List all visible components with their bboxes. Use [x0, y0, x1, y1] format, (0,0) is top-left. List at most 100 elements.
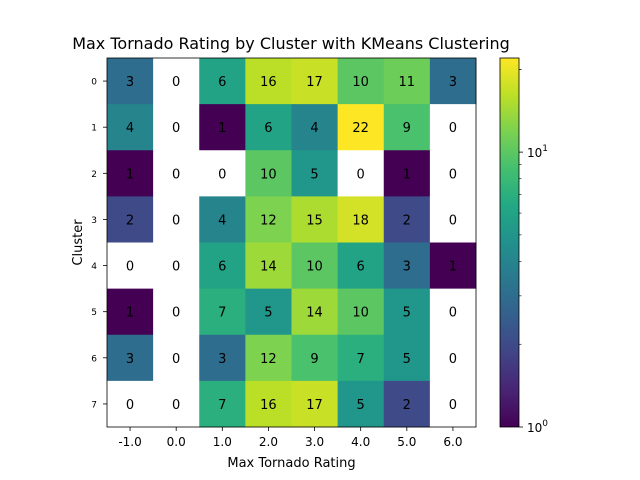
cell-value-label: 0 [172, 306, 180, 321]
y-tick-label: 7 [91, 400, 97, 410]
heatmap-cell [107, 288, 154, 336]
cell-value-label: 1 [126, 167, 134, 182]
y-axis-label: Cluster [71, 219, 86, 266]
heatmap-cell [383, 334, 431, 382]
y-tick-label: 3 [91, 216, 97, 226]
x-tick-label: 3.0 [305, 435, 324, 449]
heatmap-cell [383, 196, 431, 243]
cell-value-label: 3 [449, 75, 457, 90]
heatmap-cell [107, 196, 154, 243]
cell-value-label: 10 [352, 75, 369, 90]
heatmap-cell [153, 58, 200, 105]
heatmap-cell [245, 380, 292, 428]
cell-value-label: 14 [260, 260, 277, 275]
heatmap-cell [383, 288, 431, 336]
heatmap-cell [337, 150, 385, 197]
x-tick-label: 0.0 [167, 435, 186, 449]
heatmap-cell [291, 58, 339, 105]
heatmap-cell [337, 334, 385, 382]
chart-title: Max Tornado Rating by Cluster with KMean… [72, 34, 510, 53]
cell-value-label: 12 [260, 213, 277, 228]
cell-value-label: 10 [260, 167, 277, 182]
colorbar-ticks: 100 101 [519, 69, 548, 435]
cell-value-label: 2 [126, 213, 134, 228]
heatmap-cell [245, 334, 292, 382]
cell-value-label: 15 [306, 213, 323, 228]
cell-value-label: 3 [126, 75, 134, 90]
cell-value-label: 18 [352, 213, 369, 228]
heatmap-cell [337, 196, 385, 243]
cell-value-label: 9 [403, 121, 411, 136]
heatmap-cell [429, 334, 477, 382]
cell-value-label: 17 [306, 75, 323, 90]
x-axis-label: Max Tornado Rating [227, 456, 355, 471]
heatmap-cell [245, 150, 292, 197]
cell-value-label: 2 [403, 213, 411, 228]
heatmap-cell [337, 58, 385, 105]
cell-value-label: 3 [218, 352, 226, 367]
heatmap-cell [337, 242, 385, 290]
heatmap-cell [383, 104, 431, 151]
cell-value-label: 2 [403, 398, 411, 413]
cell-value-label: 5 [357, 398, 365, 413]
heatmap-cell [245, 288, 292, 336]
heatmap-cell [291, 288, 339, 336]
cell-value-label: 5 [264, 306, 272, 321]
cell-value-label: 4 [218, 213, 226, 228]
heatmap-cell [107, 380, 154, 428]
heatmap-cell [337, 288, 385, 336]
heatmap-cell [337, 104, 385, 151]
cell-value-label: 4 [310, 121, 318, 136]
heatmap-cell [245, 196, 292, 243]
heatmap-cell [153, 242, 200, 290]
heatmap-cell [153, 334, 200, 382]
y-tick-label: 6 [91, 354, 97, 364]
heatmap-cell [107, 242, 154, 290]
cell-value-label: 1 [449, 260, 457, 275]
heatmap-cell [199, 288, 246, 336]
heatmap-cell [199, 58, 246, 105]
cell-value-label: 0 [449, 352, 457, 367]
y-tick-label: 5 [91, 308, 97, 318]
y-tick-label: 1 [91, 124, 97, 134]
plot-frame [106, 57, 477, 428]
heatmap-cell [429, 58, 477, 105]
y-axis-ticks: 0 1 2 3 4 5 6 7 [91, 78, 107, 410]
heatmap-cell [429, 288, 477, 336]
x-axis-ticks: -1.0 0.0 1.0 2.0 3.0 4.0 5.0 6.0 [118, 427, 462, 449]
cell-value-label: 1 [218, 121, 226, 136]
cell-value-label: 16 [260, 75, 277, 90]
y-tick-label: 4 [91, 262, 97, 272]
heatmap-cells: 3 0 6 16 17 10 11 34 0 1 6 4 22 9 01 0 0 10 5 0 1 02 0 4 12 15 18 2… [107, 58, 477, 428]
y-tick-label: 2 [91, 170, 97, 180]
cell-value-label: 4 [126, 121, 134, 136]
heatmap-cell [153, 380, 200, 428]
heatmap-cell [245, 242, 292, 290]
cell-value-label: 0 [172, 75, 180, 90]
heatmap-cell [107, 58, 154, 105]
y-tick-label: 0 [91, 78, 97, 88]
cell-value-label: 0 [357, 167, 365, 182]
heatmap-cell [245, 58, 292, 105]
heatmap-cell [153, 196, 200, 243]
cell-value-label: 11 [399, 75, 416, 90]
cell-value-label: 5 [310, 167, 318, 182]
cell-value-label: 14 [306, 306, 323, 321]
heatmap-cell [153, 288, 200, 336]
colorbar [499, 57, 520, 428]
cell-value-label: 0 [218, 167, 226, 182]
heatmap-cell [383, 150, 431, 197]
cell-value-label: 1 [403, 167, 411, 182]
heatmap-cell [199, 242, 246, 290]
cell-value-label: 6 [218, 75, 226, 90]
cell-value-label: 10 [352, 306, 369, 321]
cell-value-label: 0 [172, 352, 180, 367]
cell-value-label: 17 [306, 398, 323, 413]
heatmap-cell [337, 380, 385, 428]
heatmap-cell [291, 242, 339, 290]
cell-value-label: 10 [306, 260, 323, 275]
heatmap-cell [153, 104, 200, 151]
heatmap-cell [107, 334, 154, 382]
heatmap-cell [429, 150, 477, 197]
cell-value-label: 0 [172, 121, 180, 136]
